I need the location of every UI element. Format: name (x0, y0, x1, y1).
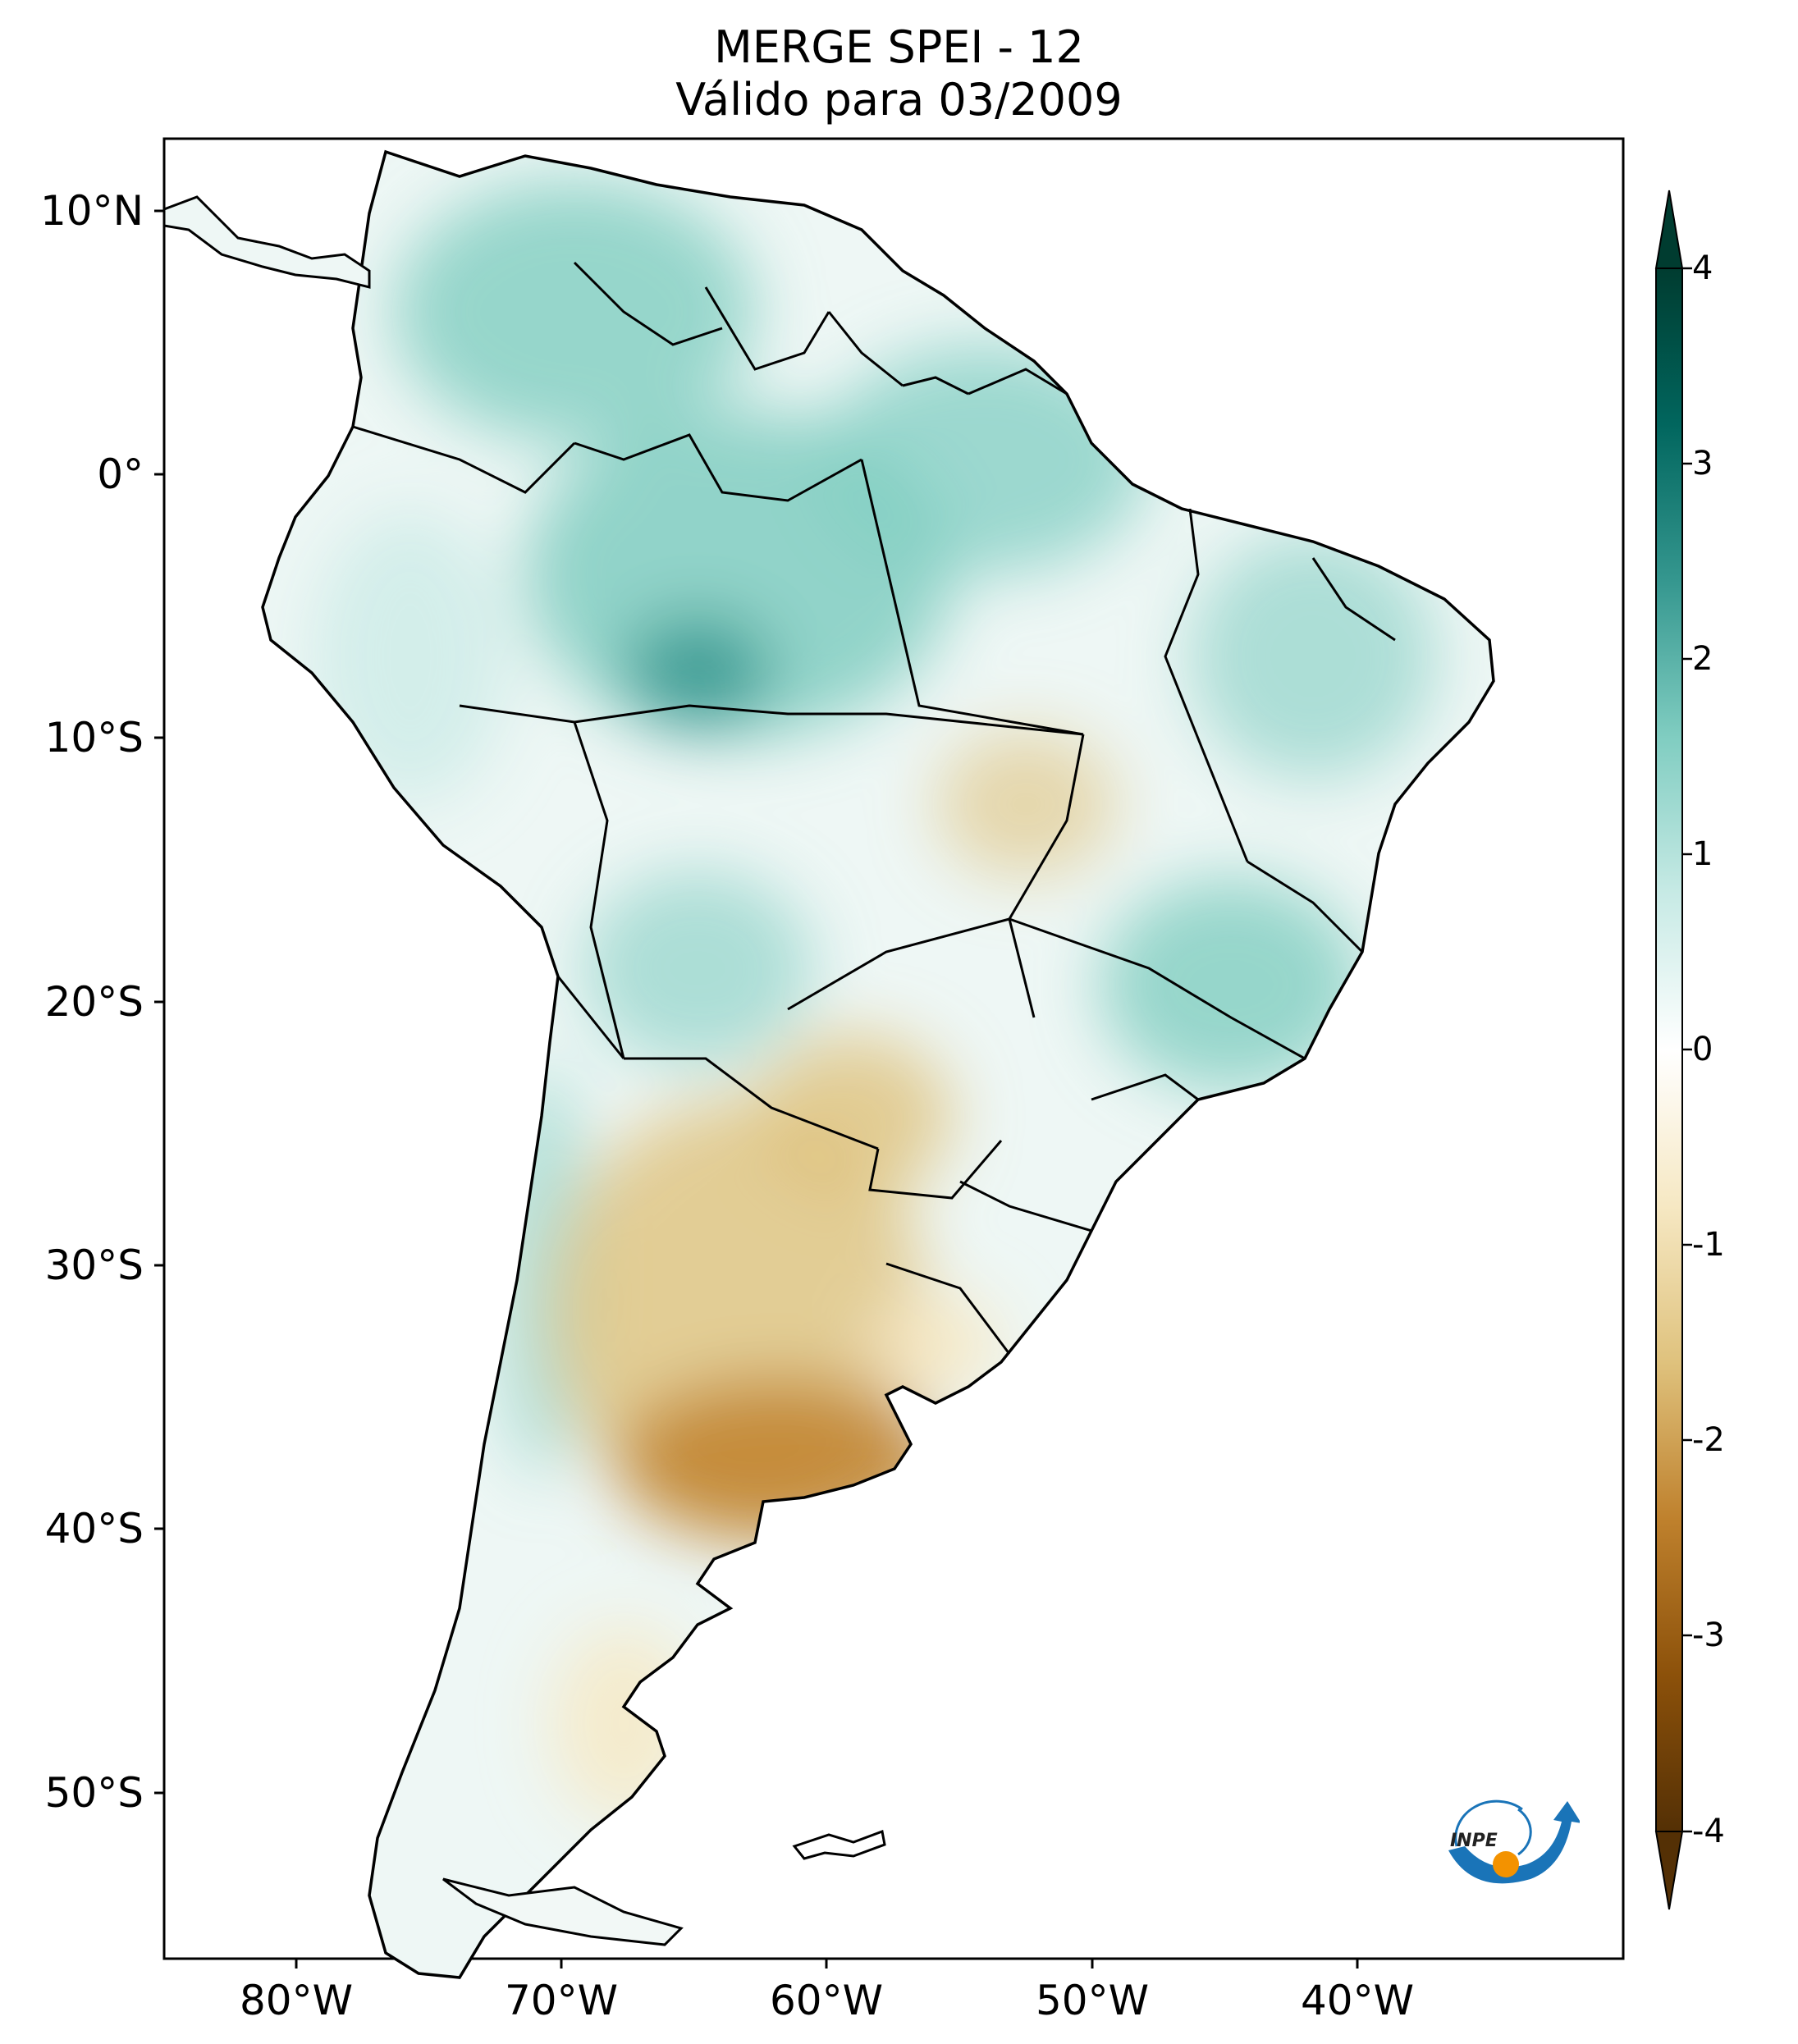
central-america (162, 195, 371, 289)
lat-label-50s: 50°S (44, 1769, 144, 1817)
wet-region-bolivia (583, 870, 812, 1067)
wet-region-para (821, 345, 1149, 574)
colorbar-label-4: 4 (1692, 249, 1713, 287)
tierra-del-fuego (442, 1877, 684, 1946)
lat-label-0: 0° (97, 450, 144, 498)
colorbar-label-minus4: -4 (1692, 1813, 1725, 1850)
colorbar-gradient (1655, 268, 1683, 1832)
lon-label-40w: 40°W (1300, 1977, 1415, 2024)
lon-label-60w: 60°W (769, 1977, 884, 2024)
lon-label-80w: 80°W (239, 1977, 354, 2024)
map-subtitle: Válido para 03/2009 (675, 74, 1123, 126)
dry-region-goias (936, 730, 1116, 878)
wet-region-amazon-core (624, 615, 771, 730)
inpe-logo: INPE (1448, 1799, 1580, 1884)
lon-ticks (295, 1959, 1359, 1969)
colorbar-label-0: 0 (1692, 1031, 1713, 1068)
falkland-islands (792, 1829, 886, 1860)
dry-region-chaco (755, 1034, 952, 1198)
lat-label-20s: 20°S (44, 978, 144, 1026)
colorbar-label-minus2: -2 (1692, 1421, 1725, 1459)
wet-region-north (394, 181, 755, 443)
lat-label-40s: 40°S (44, 1505, 144, 1552)
colorbar-label-minus3: -3 (1692, 1616, 1725, 1654)
lat-label-10s: 10°S (44, 714, 144, 761)
lat-label-30s: 30°S (44, 1241, 144, 1289)
colorbar-ticks (1682, 267, 1692, 1833)
lat-ticks (154, 209, 164, 1795)
colorbar-label-1: 1 (1692, 835, 1713, 873)
internal-borders (352, 261, 1396, 1355)
wet-region-southeast (1100, 878, 1362, 1091)
colorbar-label-minus1: -1 (1692, 1226, 1725, 1264)
colorbar-label-2: 2 (1692, 640, 1713, 678)
colorbar (1654, 190, 1692, 1910)
colorbar-label-3: 3 (1692, 445, 1713, 482)
lon-label-50w: 50°W (1035, 1977, 1150, 2024)
colorbar-extend-bottom (1654, 1831, 1684, 1910)
map-title: MERGE SPEI - 12 (714, 21, 1084, 73)
lon-label-70w: 70°W (504, 1977, 619, 2024)
inpe-logo-text: INPE (1450, 1831, 1498, 1851)
dry-region-uruguay (870, 1296, 1001, 1395)
colorbar-extend-top (1654, 190, 1684, 269)
lat-label-10n: 10°N (39, 187, 144, 235)
wet-region-peru-coast (312, 509, 509, 804)
wet-region-northeast (1190, 533, 1436, 780)
coastline (261, 149, 1495, 1979)
